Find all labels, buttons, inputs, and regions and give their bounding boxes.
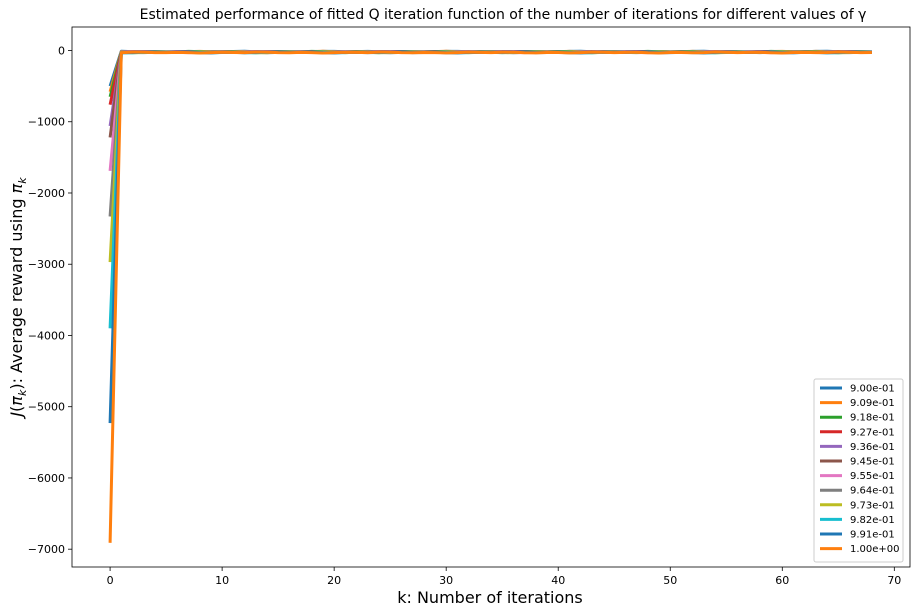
x-tick-label-7: 70 — [887, 574, 901, 587]
x-tick-label-0: 0 — [107, 574, 114, 587]
legend-label-0: 9.00e-01 — [850, 384, 895, 395]
legend-label-9: 9.82e-01 — [850, 515, 895, 526]
y-axis-ticks: 0 −1000 −2000 −3000 −4000 −5000 −6000 −7000 — [28, 45, 72, 556]
legend-label-2: 9.18e-01 — [850, 413, 895, 424]
x-tick-label-1: 10 — [215, 574, 229, 587]
legend-label-1: 9.09e-01 — [850, 398, 895, 409]
x-axis-ticks: 0 10 20 30 40 50 60 70 — [107, 567, 901, 587]
legend-label-4: 9.36e-01 — [850, 442, 895, 453]
x-tick-label-3: 30 — [439, 574, 453, 587]
x-tick-label-4: 40 — [551, 574, 565, 587]
y-axis-label: J(πk): Average reward using πk — [7, 177, 29, 420]
legend-label-8: 9.73e-01 — [850, 500, 895, 511]
y-tick-label-7: −7000 — [28, 543, 65, 556]
plot-frame — [71, 26, 911, 568]
series-layer — [108, 49, 872, 543]
series-line-11 — [108, 50, 872, 543]
legend-label-3: 9.27e-01 — [850, 427, 895, 438]
legend-label-7: 9.64e-01 — [850, 486, 895, 497]
x-tick-label-5: 50 — [663, 574, 677, 587]
x-tick-label-6: 60 — [775, 574, 789, 587]
y-tick-label-5: −5000 — [28, 401, 65, 414]
y-tick-label-2: −2000 — [28, 187, 65, 200]
y-tick-label-4: −4000 — [28, 329, 65, 342]
chart-title: Estimated performance of fitted Q iterat… — [140, 7, 867, 23]
x-axis-label: k: Number of iterations — [397, 588, 583, 607]
y-tick-label-6: −6000 — [28, 472, 65, 485]
legend-label-10: 9.91e-01 — [850, 530, 895, 541]
y-tick-label-0: 0 — [58, 45, 65, 58]
legend-label-6: 9.55e-01 — [850, 471, 895, 482]
legend-label-5: 9.45e-01 — [850, 457, 895, 468]
y-tick-label-3: −3000 — [28, 258, 65, 271]
y-tick-label-1: −1000 — [28, 116, 65, 129]
x-tick-label-2: 20 — [327, 574, 341, 587]
legend-box — [813, 378, 904, 563]
legend-label-11: 1.00e+00 — [850, 544, 900, 555]
legend: 9.00e-01 9.09e-01 9.18e-01 9.27e-01 9.36e-01… — [813, 378, 904, 563]
